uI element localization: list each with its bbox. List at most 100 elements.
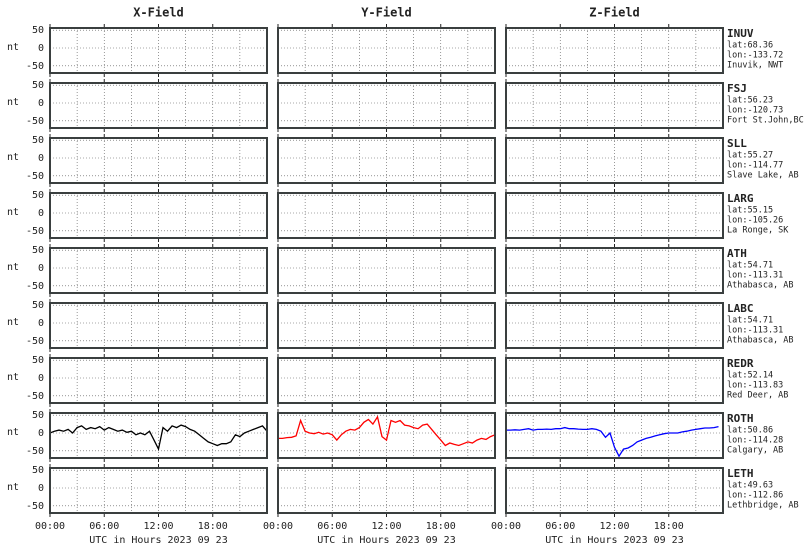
y-axis-label: nt (7, 317, 19, 328)
panel-frame (277, 82, 496, 129)
panel-frame (277, 137, 496, 184)
y-tick-label: 0 (38, 98, 44, 109)
station-lat: lat:56.23 (727, 96, 773, 106)
panel-frame (49, 247, 268, 294)
station-code: ATH (727, 247, 747, 260)
panel-frame (277, 192, 496, 239)
x-axis-label: UTC in Hours 2023 09 23 (89, 535, 227, 546)
station-lon: lon:-105.26 (727, 216, 783, 226)
x-tick-label: 00:00 (35, 521, 65, 532)
y-tick-label: -50 (26, 226, 44, 237)
panel-frame (49, 82, 268, 129)
y-axis-label: nt (7, 262, 19, 273)
x-tick-label: 06:00 (545, 521, 575, 532)
y-tick-label: -50 (26, 501, 44, 512)
panel-frame (49, 192, 268, 239)
station-place: Lethbridge, AB (727, 501, 799, 511)
x-tick-label: 00:00 (491, 521, 521, 532)
station-place: Inuvik, NWT (727, 61, 783, 71)
station-lat: lat:68.36 (727, 41, 773, 51)
x-tick-label: 18:00 (426, 521, 456, 532)
y-tick-label: 0 (38, 208, 44, 219)
x-tick-label: 18:00 (654, 521, 684, 532)
y-axis-label: nt (7, 97, 19, 108)
station-lon: lon:-113.83 (727, 381, 783, 391)
x-tick-label: 12:00 (371, 521, 401, 532)
x-tick-label: 12:00 (143, 521, 173, 532)
panel-frame (505, 357, 724, 404)
x-axis-label: UTC in Hours 2023 09 23 (317, 535, 455, 546)
data-line (278, 415, 496, 447)
station-place: Athabasca, AB (727, 281, 794, 291)
station-lat: lat:55.27 (727, 151, 773, 161)
station-code: ROTH (727, 412, 754, 425)
x-tick-label: 12:00 (599, 521, 629, 532)
y-tick-label: 50 (32, 410, 44, 421)
data-line (506, 425, 719, 458)
panel-frame (49, 27, 268, 74)
y-axis-label: nt (7, 482, 19, 493)
y-axis-label: nt (7, 42, 19, 53)
y-tick-label: 0 (38, 263, 44, 274)
panel-frame (505, 412, 724, 459)
station-lat: lat:52.14 (727, 371, 773, 381)
panel-frame (277, 412, 496, 459)
station-lat: lat:54.71 (727, 261, 773, 271)
x-tick-label: 00:00 (263, 521, 293, 532)
y-tick-label: 50 (32, 135, 44, 146)
panel-frame (505, 82, 724, 129)
column-title: X-Field (133, 6, 184, 20)
y-tick-label: 0 (38, 318, 44, 329)
station-lon: lon:-113.31 (727, 326, 783, 336)
station-lon: lon:-113.31 (727, 271, 783, 281)
y-tick-label: 50 (32, 245, 44, 256)
panel-frame (49, 412, 268, 459)
panel-frame (505, 467, 724, 514)
station-code: INUV (727, 27, 754, 40)
station-place: Calgary, AB (727, 446, 783, 456)
station-lon: lon:-112.86 (727, 491, 783, 501)
station-place: La Ronge, SK (727, 226, 789, 236)
station-lat: lat:55.15 (727, 206, 773, 216)
station-place: Red Deer, AB (727, 391, 788, 401)
y-tick-label: 50 (32, 300, 44, 311)
y-tick-label: 0 (38, 153, 44, 164)
x-tick-label: 06:00 (89, 521, 119, 532)
data-line (49, 424, 268, 452)
y-tick-label: -50 (26, 446, 44, 457)
station-code: SLL (727, 137, 747, 150)
x-tick-label: 18:00 (198, 521, 228, 532)
station-place: Athabasca, AB (727, 336, 794, 346)
station-code: LABC (727, 302, 754, 315)
panel-frame (277, 357, 496, 404)
panel-frame (49, 302, 268, 349)
y-tick-label: 0 (38, 483, 44, 494)
station-place: Slave Lake, AB (727, 171, 799, 181)
y-axis-label: nt (7, 207, 19, 218)
y-tick-label: -50 (26, 281, 44, 292)
station-lon: lon:-120.73 (727, 106, 783, 116)
y-axis-label: nt (7, 427, 19, 438)
y-tick-label: -50 (26, 116, 44, 127)
y-tick-label: -50 (26, 391, 44, 402)
panel-frame (505, 137, 724, 184)
panel-frame (505, 192, 724, 239)
y-axis-label: nt (7, 152, 19, 163)
station-code: FSJ (727, 82, 747, 95)
station-lat: lat:49.63 (727, 481, 773, 491)
station-code: LARG (727, 192, 754, 205)
station-code: REDR (727, 357, 754, 370)
y-tick-label: 0 (38, 373, 44, 384)
column-title: Y-Field (361, 6, 412, 20)
y-tick-label: 0 (38, 43, 44, 54)
y-tick-label: 50 (32, 25, 44, 36)
y-tick-label: 50 (32, 190, 44, 201)
panel-frame (505, 247, 724, 294)
y-tick-label: -50 (26, 171, 44, 182)
panel-frame (49, 137, 268, 184)
station-lon: lon:-133.72 (727, 51, 783, 61)
x-tick-label: 06:00 (317, 521, 347, 532)
panel-frame (505, 27, 724, 74)
panel-frame (277, 247, 496, 294)
